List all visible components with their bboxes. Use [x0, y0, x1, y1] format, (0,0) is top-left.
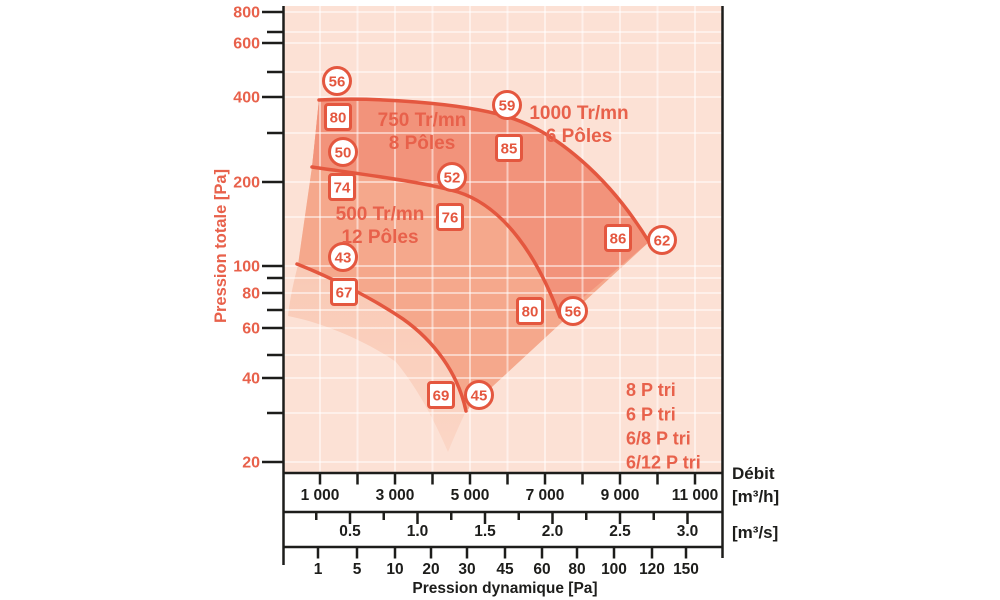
circle-marker — [647, 225, 677, 255]
x-axis-flow-title: Débit — [732, 464, 775, 483]
circle-marker — [464, 380, 494, 410]
square-marker — [328, 173, 356, 201]
x2-tick-label: 1.0 — [407, 523, 429, 540]
x3-tick-label: 5 — [353, 561, 362, 578]
circle-marker-value: 59 — [499, 97, 516, 114]
legend-item: 6/12 P tri — [626, 453, 701, 473]
zone-above-750 — [312, 99, 649, 317]
circle-marker — [322, 66, 352, 96]
square-marker-value: 86 — [610, 230, 627, 247]
x2-tick-label: 2.0 — [542, 523, 564, 540]
circle-marker-value: 56 — [565, 303, 582, 320]
square-marker — [436, 203, 464, 231]
circle-marker — [558, 296, 588, 326]
y-axis-title: Pression totale [Pa] — [212, 169, 230, 323]
y-tick-label: 20 — [242, 455, 260, 472]
speed-curve-labels: 750 Tr/mn8 Pôles 1000 Tr/mn6 Pôles 500 Tr/… — [336, 103, 629, 248]
x3-tick-label: 150 — [673, 561, 699, 578]
x1-tick-label: 1 000 — [301, 487, 340, 504]
x1-tick-label: 9 000 — [601, 487, 640, 504]
x3-tick-label: 30 — [458, 561, 475, 578]
x-axis-dynamic-pressure-title: Pression dynamique [Pa] — [412, 580, 597, 597]
legend-item: 8 P tri — [626, 380, 676, 400]
square-marker-value: 67 — [336, 284, 353, 301]
circle-marker-value: 50 — [335, 144, 352, 161]
circle-marker-value: 43 — [335, 249, 352, 266]
x1-tick-label: 11 000 — [672, 487, 719, 504]
square-marker — [604, 224, 632, 252]
curve-label-speed: 500 Tr/mn — [336, 204, 425, 225]
square-marker-value: 76 — [442, 209, 459, 226]
x1-tick-label: 3 000 — [376, 487, 415, 504]
x1-tick-label: 7 000 — [526, 487, 565, 504]
circle-marker — [328, 242, 358, 272]
legend-item: 6 P tri — [626, 405, 676, 425]
square-marker-value: 74 — [334, 179, 351, 196]
square-marker — [495, 134, 523, 162]
x3-tick-label: 20 — [422, 561, 439, 578]
pole-configuration-legend: 8 P tri 6 P tri 6/8 P tri 6/12 P tri — [626, 380, 701, 473]
x2-tick-label: 0.5 — [339, 523, 361, 540]
curve-500-trmn — [295, 262, 468, 413]
x3-tick-label: 60 — [533, 561, 550, 578]
tick-labels: 800 600 400 200 100 80 60 40 20 1 000 3 000 5 000 7 … — [233, 5, 718, 579]
x3-tick-label: 10 — [386, 561, 403, 578]
y-tick-label: 40 — [242, 371, 260, 388]
x-axis-flow-unit-m3h: [m³/h] — [732, 487, 779, 506]
square-marker-value: 80 — [330, 109, 347, 126]
x1-tick-label: 5 000 — [451, 487, 490, 504]
curve-label-poles: 6 Pôles — [546, 126, 613, 147]
circle-marker-value: 52 — [444, 169, 461, 186]
x3-tick-label: 45 — [496, 561, 514, 578]
circle-marker-value: 56 — [329, 73, 346, 90]
y-tick-label: 600 — [233, 36, 260, 53]
square-marker — [427, 381, 455, 409]
y-tick-label: 400 — [233, 90, 260, 107]
x3-tick-label: 120 — [639, 561, 665, 578]
y-tick-label: 60 — [242, 321, 260, 338]
circle-marker — [328, 137, 358, 167]
x2-tick-label: 1.5 — [474, 523, 496, 540]
x2-tick-label: 3.0 — [677, 523, 699, 540]
x3-tick-label: 100 — [601, 561, 627, 578]
square-marker-value: 80 — [522, 303, 539, 320]
circle-marker — [492, 90, 522, 120]
x3-tick-label: 1 — [314, 561, 323, 578]
y-tick-label: 100 — [233, 259, 260, 276]
square-marker-value: 69 — [433, 387, 450, 404]
value-markers: 56 59 50 52 43 62 56 45 80 85 74 76 86 67 80 69 — [322, 66, 677, 410]
axes-frame-and-ticks — [262, 6, 724, 565]
curve-label-poles: 8 Pôles — [389, 133, 456, 154]
curve-label-speed: 1000 Tr/mn — [529, 103, 628, 124]
circle-marker — [437, 162, 467, 192]
circle-marker-value: 62 — [654, 232, 671, 249]
curve-label-poles: 12 Pôles — [341, 227, 418, 248]
x-axis-flow-unit-m3s: [m³/s] — [732, 523, 778, 542]
curve-750-trmn — [310, 165, 562, 319]
circle-marker-value: 45 — [471, 387, 488, 404]
y-tick-label: 800 — [233, 5, 260, 22]
y-tick-label: 200 — [233, 175, 260, 192]
square-marker — [516, 297, 544, 325]
curve-label-speed: 750 Tr/mn — [378, 110, 467, 131]
gridlines — [283, 6, 723, 473]
x2-tick-label: 2.5 — [609, 523, 631, 540]
legend-item: 6/8 P tri — [626, 429, 691, 449]
x3-tick-label: 80 — [568, 561, 585, 578]
y-tick-label: 80 — [242, 286, 260, 303]
square-marker — [330, 278, 358, 306]
square-marker-value: 85 — [501, 140, 518, 157]
square-marker — [324, 103, 352, 131]
